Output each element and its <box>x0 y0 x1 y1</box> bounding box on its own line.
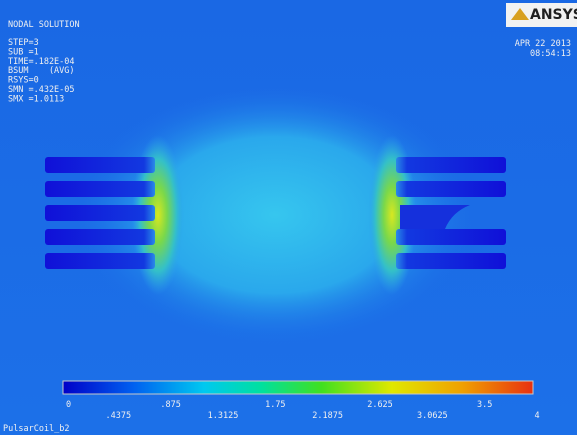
field-center <box>75 85 475 345</box>
coil-turn <box>45 157 155 173</box>
coil-turn <box>45 253 155 269</box>
coil-turn <box>396 229 506 245</box>
coil-turn <box>396 157 506 173</box>
legend-label: 1.3125 <box>208 411 239 421</box>
legend-labels: 0 .875 1.75 2.625 3.5 .4375 1.3125 2.1875 3.0625… <box>66 400 540 421</box>
legend-label: 1.75 <box>265 400 285 410</box>
right-coil <box>396 157 506 269</box>
legend-label: 0 <box>66 400 71 410</box>
info-line: SMX =1.0113 <box>8 94 64 104</box>
coil-defect <box>400 205 470 229</box>
footer: PulsarCoil_b2 <box>3 424 70 434</box>
logo-icon <box>511 8 529 20</box>
info-line: RSYS=0 <box>8 76 39 86</box>
color-bar <box>62 380 534 395</box>
legend-label: 4 <box>534 411 539 421</box>
logo: ANSYS <box>530 7 577 23</box>
coil-turn <box>45 229 155 245</box>
legend-label: 3.5 <box>477 400 492 410</box>
info-line: TIME=.182E-04 <box>8 57 75 67</box>
info-line: SMN =.432E-05 <box>8 85 75 95</box>
left-coil <box>45 157 155 269</box>
legend-label: .4375 <box>106 411 132 421</box>
info-line: BSUM (AVG) <box>8 66 75 76</box>
legend-label: .875 <box>160 400 180 410</box>
coil-turn <box>396 181 506 197</box>
legend-label: 3.0625 <box>417 411 448 421</box>
info-line: SUB =1 <box>8 47 39 57</box>
legend-label: 2.625 <box>367 400 393 410</box>
coil-turn <box>45 181 155 197</box>
title: NODAL SOLUTION <box>8 20 80 30</box>
coil-turn <box>396 253 506 269</box>
info-line: STEP=3 <box>8 38 39 48</box>
date: APR 22 2013 <box>515 39 571 49</box>
coil-turn <box>45 205 155 221</box>
legend-label: 2.1875 <box>312 411 343 421</box>
time: 08:54:13 <box>530 49 571 59</box>
